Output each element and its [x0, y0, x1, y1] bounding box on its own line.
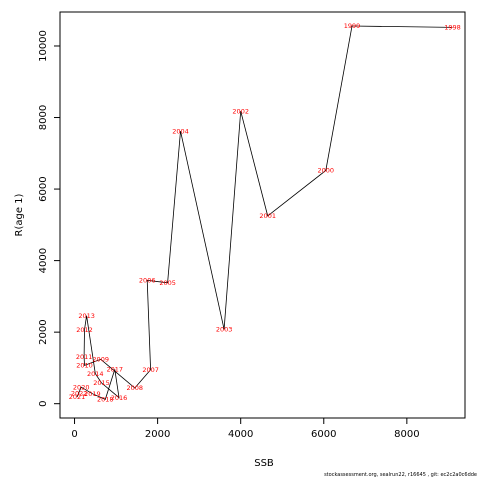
- year-label-2016: 2016: [111, 394, 128, 402]
- y-tick-label-6000: 6000: [38, 176, 49, 201]
- year-label-2007: 2007: [142, 366, 159, 374]
- y-tick-label-10000: 10000: [38, 30, 49, 62]
- year-label-2015: 2015: [93, 379, 110, 387]
- year-label-2002: 2002: [232, 107, 249, 115]
- year-label-2020: 2020: [73, 383, 90, 391]
- year-label-2006: 2006: [139, 277, 156, 285]
- year-label-2011: 2011: [76, 353, 93, 361]
- year-label-2021: 2021: [69, 393, 86, 401]
- year-label-2005: 2005: [159, 279, 176, 287]
- x-axis-label: SSB: [254, 458, 274, 469]
- year-label-2001: 2001: [259, 212, 276, 220]
- year-label-2014: 2014: [87, 370, 104, 378]
- year-label-1998: 1998: [444, 24, 461, 32]
- year-label-2012: 2012: [76, 326, 93, 334]
- y-tick-label-0: 0: [38, 401, 49, 407]
- x-tick-label-8000: 8000: [394, 429, 419, 440]
- y-axis-label: R(age 1): [14, 193, 25, 236]
- year-label-2009: 2009: [92, 356, 109, 364]
- x-tick-label-4000: 4000: [228, 429, 253, 440]
- recruitment-trajectory-line: [76, 25, 453, 400]
- year-label-2000: 2000: [318, 167, 335, 175]
- y-tick-label-2000: 2000: [38, 319, 49, 344]
- year-label-2017: 2017: [107, 366, 124, 374]
- footer-credit: stockassessment.org, sealrun22, r16645 ,…: [324, 472, 477, 478]
- x-tick-label-0: 0: [71, 429, 77, 440]
- year-label-2018: 2018: [97, 396, 114, 404]
- x-tick-label-2000: 2000: [145, 429, 170, 440]
- year-label-2013: 2013: [78, 312, 95, 320]
- year-label-2010: 2010: [76, 362, 93, 370]
- y-tick-label-4000: 4000: [38, 248, 49, 273]
- year-label-2003: 2003: [216, 326, 233, 334]
- year-label-1999: 1999: [344, 22, 361, 30]
- year-label-2004: 2004: [172, 127, 189, 135]
- year-label-2022: 2022: [71, 390, 88, 398]
- year-label-2008: 2008: [127, 384, 144, 392]
- trajectory-polyline: [76, 25, 453, 400]
- year-label-2019: 2019: [84, 390, 101, 398]
- y-tick-label-8000: 8000: [38, 105, 49, 130]
- x-tick-label-6000: 6000: [311, 429, 336, 440]
- x-axis: 0 2000 4000 6000 8000: [71, 417, 420, 440]
- y-axis: 0 2000 4000 6000 8000 10000: [38, 30, 61, 407]
